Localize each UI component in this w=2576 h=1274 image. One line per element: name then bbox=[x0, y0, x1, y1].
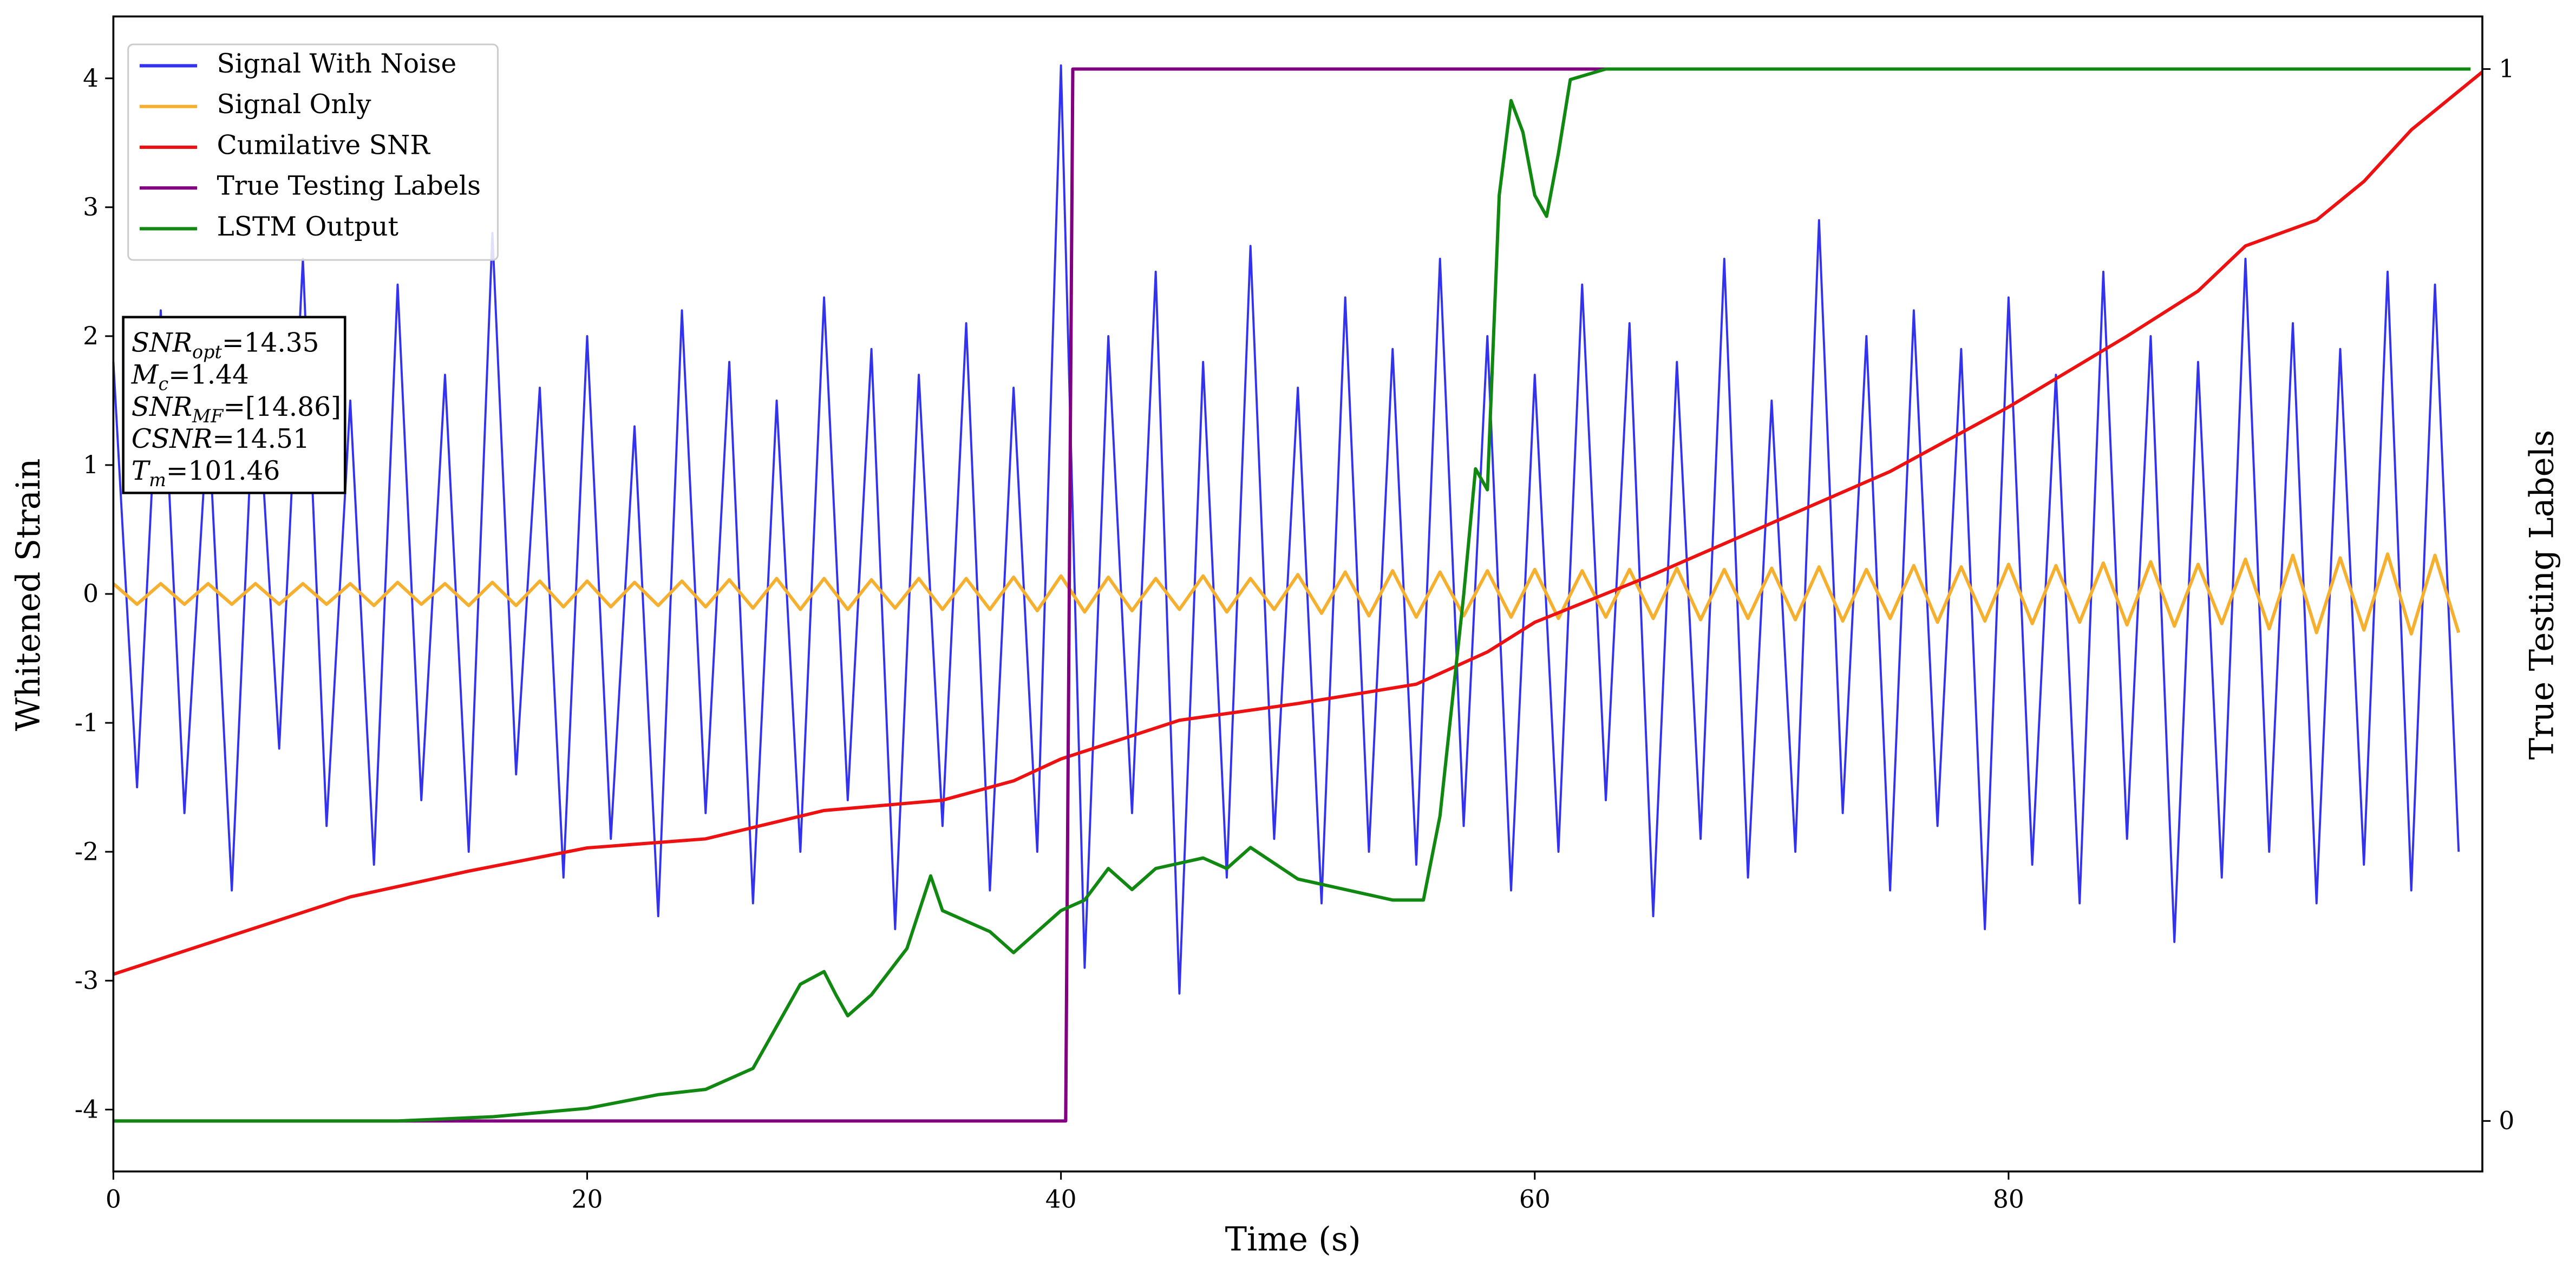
y2-tick-label: 1 bbox=[2499, 55, 2514, 83]
x-tick-label: 0 bbox=[106, 1185, 121, 1213]
y2-tick-label: 0 bbox=[2499, 1107, 2514, 1135]
annotation: SNRopt=14.35 bbox=[132, 328, 319, 362]
annotation: Mc=1.44 bbox=[131, 360, 249, 395]
y-axis-label: Whitened Strain bbox=[10, 459, 48, 731]
y-tick-label: -3 bbox=[75, 966, 99, 995]
y-tick-label: -1 bbox=[75, 708, 99, 737]
annotation-sub: opt bbox=[192, 342, 222, 363]
series-line bbox=[112, 552, 2461, 636]
y-tick-label: -4 bbox=[75, 1095, 99, 1123]
y-tick-label: 0 bbox=[83, 579, 99, 608]
annotation-rest: =[14.86] bbox=[223, 392, 341, 422]
y-tick-label: 3 bbox=[83, 193, 99, 221]
x-tick-label: 80 bbox=[1993, 1185, 2024, 1213]
x-tick-label: 60 bbox=[1519, 1185, 1551, 1213]
plot-area bbox=[112, 64, 2483, 1123]
legend-label: Cumilative SNR bbox=[217, 130, 431, 160]
legend-label: True Testing Labels bbox=[217, 171, 481, 201]
annotation-box bbox=[122, 316, 346, 494]
annotation: SNRMF=[14.86] bbox=[132, 392, 341, 427]
annotation-sub: m bbox=[149, 469, 166, 491]
legend-box bbox=[127, 43, 499, 261]
annotation-main: M bbox=[131, 360, 159, 390]
legend-label: Signal With Noise bbox=[217, 49, 457, 79]
y-tick-label: 2 bbox=[83, 322, 99, 350]
x-tick-label: 40 bbox=[1045, 1185, 1077, 1213]
legend-label: Signal Only bbox=[217, 89, 372, 120]
annotation-sub: MF bbox=[192, 406, 224, 427]
legend-label: LSTM Output bbox=[217, 212, 399, 242]
annotation-rest: =14.35 bbox=[222, 328, 319, 358]
annotation: Tm=101.46 bbox=[132, 456, 280, 491]
annotation-main: SNR bbox=[132, 328, 192, 358]
annotation-rest: =1.44 bbox=[168, 360, 249, 390]
annotation-main: SNR bbox=[132, 392, 192, 422]
y-tick-label: 1 bbox=[83, 450, 99, 479]
series-line bbox=[113, 70, 2483, 976]
annotation-main: CSNR bbox=[132, 424, 212, 454]
annotation-rest: =101.46 bbox=[166, 456, 280, 486]
x-tick-label: 20 bbox=[572, 1185, 603, 1213]
annotation-main: T bbox=[132, 456, 151, 486]
y2-axis-label: True Testing Labels bbox=[2523, 430, 2561, 760]
annotation-sub: c bbox=[158, 374, 168, 395]
annotation: CSNR=14.51 bbox=[132, 424, 310, 454]
annotation-rest: =14.51 bbox=[212, 424, 310, 454]
series-line bbox=[112, 64, 2460, 995]
y-tick-label: -2 bbox=[75, 837, 99, 866]
series-line bbox=[113, 67, 2471, 1123]
y-tick-label: 4 bbox=[83, 64, 99, 93]
x-axis-label: Time (s) bbox=[1225, 1220, 1361, 1258]
